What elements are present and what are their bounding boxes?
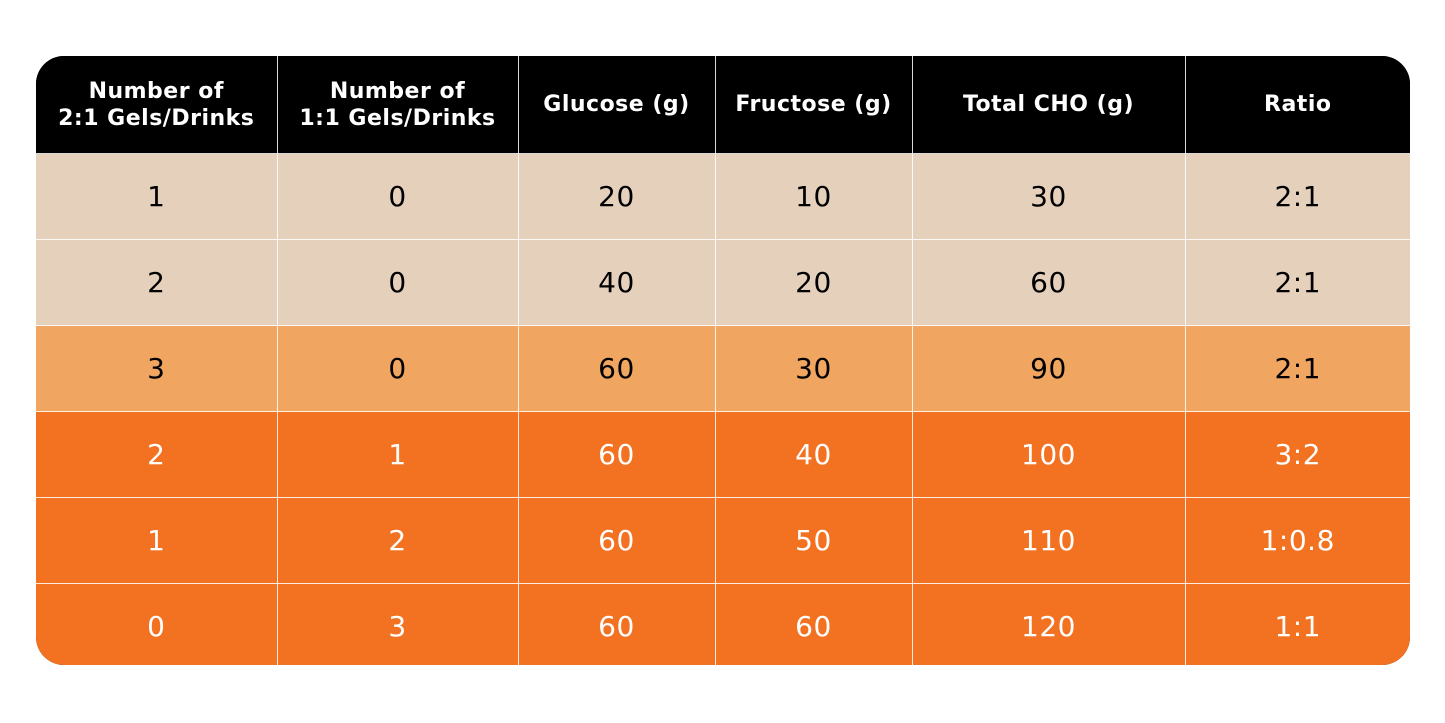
table-cell: 10 <box>714 153 913 240</box>
table-cell: 50 <box>714 497 913 584</box>
table-row: 3 0 60 30 90 2:1 <box>36 325 1410 412</box>
column-header-text: Number of <box>329 78 466 104</box>
table-cell: 3 <box>276 583 519 665</box>
table-cell: 2 <box>36 411 278 498</box>
table-cell: 3:2 <box>1184 411 1410 498</box>
table-cell: 40 <box>714 411 913 498</box>
table-cell: 0 <box>276 153 519 240</box>
column-header: Glucose (g) <box>517 56 716 154</box>
carb-ratio-table: Number of 2:1 Gels/Drinks Number of 1:1 Gel… <box>36 56 1410 665</box>
table-cell: 2 <box>36 239 278 326</box>
table-cell: 30 <box>714 325 913 412</box>
column-header-text: Glucose (g) <box>543 92 690 117</box>
table-cell: 2:1 <box>1184 325 1410 412</box>
table-cell: 1 <box>276 411 519 498</box>
table-cell: 60 <box>517 497 716 584</box>
table-body: 1 0 20 10 30 2:1 2 0 40 20 60 2:1 3 0 60 30 90 2:1 2 1 60 40 1… <box>36 153 1410 665</box>
table-cell: 2:1 <box>1184 239 1410 326</box>
table-cell: 60 <box>714 583 913 665</box>
column-header: Ratio <box>1184 56 1410 154</box>
table-cell: 1:1 <box>1184 583 1410 665</box>
column-header-text: Number of <box>88 78 224 104</box>
table-cell: 0 <box>36 583 278 665</box>
table-cell: 40 <box>517 239 716 326</box>
table-cell: 0 <box>276 325 519 412</box>
table-cell: 60 <box>517 325 716 412</box>
table-row: 2 0 40 20 60 2:1 <box>36 239 1410 326</box>
column-header-text: Ratio <box>1264 92 1332 117</box>
table-cell: 60 <box>517 583 716 665</box>
column-header: Total CHO (g) <box>911 56 1186 154</box>
column-header-text: 2:1 Gels/Drinks <box>58 105 255 131</box>
table-cell: 20 <box>517 153 716 240</box>
table-cell: 1 <box>36 153 278 240</box>
table-row: 1 0 20 10 30 2:1 <box>36 153 1410 240</box>
table-cell: 3 <box>36 325 278 412</box>
table-cell: 2 <box>276 497 519 584</box>
table-header: Number of 2:1 Gels/Drinks Number of 1:1 Gel… <box>36 56 1410 154</box>
column-header-text: Total CHO (g) <box>962 92 1135 117</box>
table-cell: 100 <box>911 411 1186 498</box>
table-cell: 1:0.8 <box>1184 497 1410 584</box>
table-row: 1 2 60 50 110 1:0.8 <box>36 497 1410 584</box>
table-cell: 110 <box>911 497 1186 584</box>
table-cell: 30 <box>911 153 1186 240</box>
table-cell: 90 <box>911 325 1186 412</box>
table-cell: 20 <box>714 239 913 326</box>
data-table-container: Number of 2:1 Gels/Drinks Number of 1:1 Gel… <box>36 56 1410 665</box>
table-cell: 60 <box>517 411 716 498</box>
column-header: Fructose (g) <box>714 56 913 154</box>
table-cell: 2:1 <box>1184 153 1410 240</box>
table-row: 0 3 60 60 120 1:1 <box>36 583 1410 665</box>
table-cell: 60 <box>911 239 1186 326</box>
table-cell: 0 <box>276 239 519 326</box>
table-row: 2 1 60 40 100 3:2 <box>36 411 1410 498</box>
column-header-text: Fructose (g) <box>735 92 892 117</box>
column-header: Number of 2:1 Gels/Drinks <box>36 56 278 154</box>
column-header-text: 1:1 Gels/Drinks <box>299 105 496 131</box>
table-cell: 1 <box>36 497 278 584</box>
header-row: Number of 2:1 Gels/Drinks Number of 1:1 Gel… <box>36 56 1410 154</box>
table-cell: 120 <box>911 583 1186 665</box>
column-header: Number of 1:1 Gels/Drinks <box>276 56 519 154</box>
